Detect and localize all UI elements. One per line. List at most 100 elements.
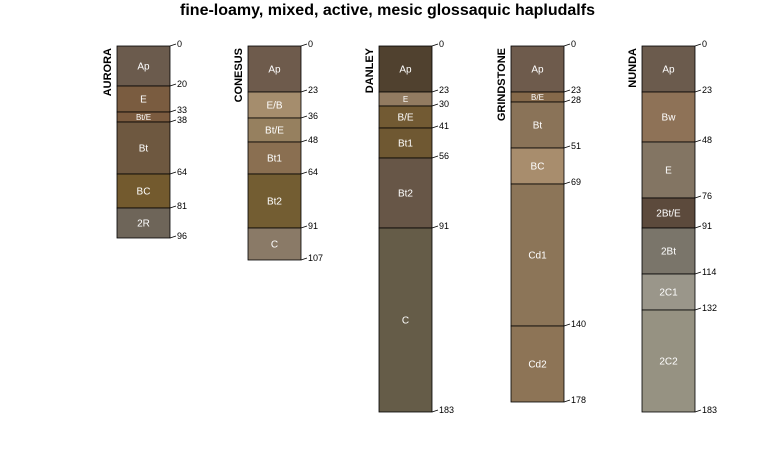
horizon-label-aurora-5: 2R (137, 219, 150, 230)
depth-tick-conesus-6 (300, 257, 308, 261)
horizon-label-nunda-2: E (665, 166, 672, 177)
depth-label-conesus-1: 23 (308, 85, 318, 95)
horizon-label-grindstone-1: B/E (531, 93, 544, 102)
horizon-conesus-5 (247, 227, 302, 261)
depth-label-danley-1: 23 (439, 85, 449, 95)
depth-tick-grindstone-0 (563, 43, 571, 47)
horizon-label-danley-5: C (402, 316, 409, 327)
horizon-aurora-3 (116, 121, 171, 175)
horizon-label-nunda-0: Ap (662, 65, 675, 76)
horizon-label-conesus-3: Bt1 (267, 154, 282, 165)
horizon-grindstone-0 (510, 45, 565, 93)
horizon-nunda-1 (641, 91, 696, 143)
depth-tick-aurora-1 (169, 83, 177, 87)
depth-label-grindstone-3: 51 (571, 141, 581, 151)
horizon-danley-5 (378, 227, 433, 413)
horizon-aurora-5 (116, 207, 171, 239)
depth-tick-aurora-3 (169, 119, 177, 123)
horizon-label-nunda-4: 2Bt (661, 247, 676, 258)
horizon-nunda-0 (641, 45, 696, 93)
depth-label-conesus-3: 48 (308, 135, 318, 145)
horizon-label-nunda-6: 2C2 (659, 357, 678, 368)
horizon-nunda-3 (641, 197, 696, 229)
horizon-danley-4 (378, 157, 433, 229)
horizon-label-danley-2: B/E (397, 113, 413, 124)
depth-tick-aurora-0 (169, 43, 177, 47)
depth-tick-grindstone-6 (563, 399, 571, 403)
depth-label-nunda-5: 114 (702, 267, 716, 277)
depth-label-aurora-3: 38 (177, 115, 187, 125)
depth-label-nunda-2: 48 (702, 135, 712, 145)
depth-tick-nunda-0 (694, 43, 702, 47)
depth-tick-grindstone-4 (563, 181, 571, 185)
depth-tick-danley-3 (431, 125, 439, 129)
depth-label-aurora-4: 64 (177, 167, 187, 177)
depth-label-conesus-2: 36 (308, 111, 318, 121)
depth-label-danley-5: 91 (439, 221, 449, 231)
depth-tick-nunda-5 (694, 271, 702, 275)
horizon-label-grindstone-3: BC (531, 162, 545, 173)
horizon-label-conesus-5: C (271, 240, 278, 251)
horizon-label-nunda-3: 2Bt/E (656, 209, 681, 220)
horizon-grindstone-3 (510, 147, 565, 185)
depth-tick-danley-6 (431, 409, 439, 413)
depth-tick-nunda-1 (694, 89, 702, 93)
depth-tick-conesus-3 (300, 139, 308, 143)
horizon-label-aurora-3: Bt (139, 144, 149, 155)
horizon-label-grindstone-2: Bt (533, 121, 543, 132)
depth-label-danley-3: 41 (439, 121, 449, 131)
horizon-label-conesus-1: E/B (266, 101, 282, 112)
depth-tick-conesus-5 (300, 225, 308, 229)
horizon-label-grindstone-5: Cd2 (528, 360, 547, 371)
depth-tick-aurora-6 (169, 235, 177, 239)
depth-label-danley-4: 56 (439, 151, 449, 161)
depth-tick-danley-5 (431, 225, 439, 229)
horizon-danley-3 (378, 127, 433, 159)
depth-tick-danley-0 (431, 43, 439, 47)
horizon-label-conesus-2: Bt/E (265, 126, 284, 137)
depth-label-conesus-4: 64 (308, 167, 318, 177)
depth-tick-conesus-1 (300, 89, 308, 93)
horizon-label-aurora-2: Bt/E (136, 113, 151, 122)
depth-label-grindstone-6: 178 (571, 395, 586, 405)
depth-label-aurora-5: 81 (177, 201, 187, 211)
depth-label-aurora-6: 96 (177, 231, 187, 241)
horizon-aurora-0 (116, 45, 171, 87)
horizon-nunda-6 (641, 309, 696, 413)
depth-tick-danley-4 (431, 155, 439, 159)
depth-tick-conesus-4 (300, 171, 308, 175)
depth-label-danley-6: 183 (439, 405, 454, 415)
horizon-conesus-4 (247, 173, 302, 229)
profile-name-aurora: AURORA (102, 48, 114, 96)
depth-tick-grindstone-2 (563, 99, 571, 103)
horizon-label-aurora-0: Ap (137, 62, 150, 73)
profile-name-conesus: CONESUS (233, 48, 245, 102)
depth-tick-aurora-5 (169, 205, 177, 209)
depth-tick-grindstone-5 (563, 323, 571, 327)
horizon-label-danley-0: Ap (399, 65, 412, 76)
profile-name-grindstone: GRINDSTONE (496, 48, 508, 121)
horizon-label-conesus-0: Ap (268, 65, 281, 76)
depth-tick-nunda-3 (694, 195, 702, 199)
horizon-label-grindstone-0: Ap (531, 65, 544, 76)
depth-tick-aurora-2 (169, 109, 177, 113)
horizon-label-danley-4: Bt2 (398, 189, 413, 200)
profile-name-nunda: NUNDA (627, 48, 639, 88)
horizon-danley-0 (378, 45, 433, 93)
depth-tick-aurora-4 (169, 171, 177, 175)
depth-tick-danley-2 (431, 103, 439, 107)
horizon-label-aurora-1: E (140, 95, 147, 106)
horizon-grindstone-4 (510, 183, 565, 327)
depth-tick-danley-1 (431, 89, 439, 93)
horizon-grindstone-5 (510, 325, 565, 403)
depth-label-aurora-2: 33 (177, 105, 187, 115)
horizon-aurora-4 (116, 173, 171, 209)
horizon-label-nunda-5: 2C1 (659, 288, 678, 299)
depth-label-nunda-3: 76 (702, 191, 712, 201)
depth-label-conesus-6: 107 (308, 253, 323, 263)
depth-label-nunda-0: 0 (702, 39, 707, 49)
depth-label-grindstone-4: 69 (571, 177, 581, 187)
depth-tick-grindstone-3 (563, 145, 571, 149)
depth-label-conesus-0: 0 (308, 39, 313, 49)
